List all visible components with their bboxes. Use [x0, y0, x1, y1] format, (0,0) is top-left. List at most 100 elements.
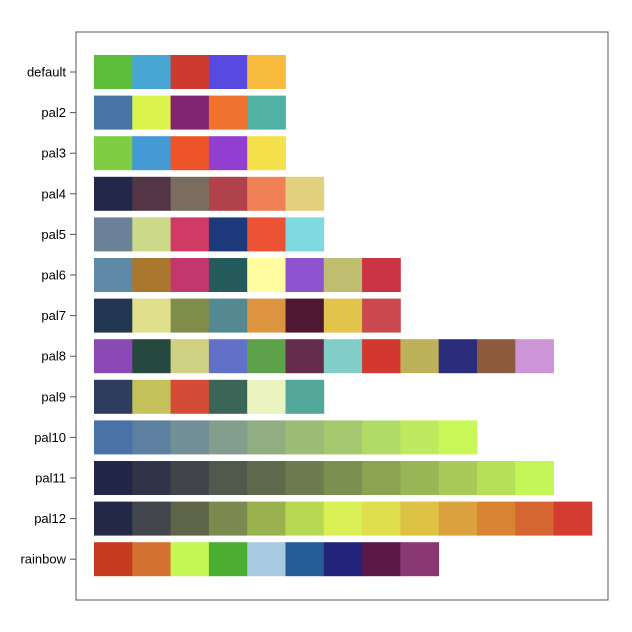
ytick-label-pal4: pal4	[41, 186, 66, 201]
swatch-pal12-12	[515, 501, 554, 536]
swatch-pal12-6	[285, 501, 325, 536]
swatch-pal2-2	[132, 95, 171, 130]
swatch-pal8-1	[94, 339, 133, 374]
swatch-pal12-7	[323, 501, 363, 536]
ytick-label-pal9: pal9	[41, 389, 66, 404]
swatch-pal9-3	[170, 379, 210, 414]
swatch-pal11-11	[477, 461, 516, 495]
swatch-pal10-10	[438, 420, 478, 455]
ytick-label-pal3: pal3	[41, 146, 66, 161]
swatch-pal4-4	[208, 176, 248, 211]
ytick-label-pal5: pal5	[41, 227, 66, 242]
swatch-pal4-3	[170, 176, 210, 211]
swatch-default-3	[170, 55, 210, 89]
swatch-pal11-12	[515, 461, 554, 495]
swatch-pal12-9	[400, 501, 440, 536]
swatch-pal11-8	[362, 461, 401, 495]
swatch-pal8-7	[323, 339, 363, 374]
ytick-label-pal2: pal2	[41, 105, 66, 120]
swatch-pal5-5	[247, 217, 286, 252]
swatch-pal6-8	[362, 258, 401, 292]
swatch-pal6-6	[285, 258, 325, 292]
swatch-rainbow-5	[247, 542, 286, 577]
swatch-rainbow-9	[400, 542, 440, 577]
swatch-pal3-3	[170, 136, 210, 171]
swatch-pal8-4	[208, 339, 248, 374]
swatch-pal7-4	[208, 298, 248, 333]
swatch-pal8-2	[132, 339, 171, 374]
swatch-pal9-5	[247, 379, 286, 414]
swatch-pal12-13	[553, 501, 593, 536]
swatch-pal3-1	[94, 136, 133, 171]
swatch-pal11-1	[94, 461, 133, 495]
swatch-pal11-2	[132, 461, 171, 495]
swatch-rainbow-6	[285, 542, 325, 577]
swatch-pal10-5	[247, 420, 286, 455]
swatch-rainbow-1	[94, 542, 133, 577]
swatch-pal3-2	[132, 136, 171, 171]
swatch-pal2-4	[208, 95, 248, 130]
swatch-rainbow-7	[323, 542, 363, 577]
swatch-pal11-6	[285, 461, 325, 495]
swatch-pal2-1	[94, 95, 133, 130]
swatch-pal7-7	[323, 298, 363, 333]
swatch-pal7-6	[285, 298, 325, 333]
swatch-pal6-7	[323, 258, 363, 292]
swatch-pal10-1	[94, 420, 133, 455]
swatch-pal5-6	[285, 217, 325, 252]
swatch-pal6-1	[94, 258, 133, 292]
swatch-pal8-6	[285, 339, 325, 374]
swatch-pal11-10	[438, 461, 478, 495]
swatch-pal10-7	[323, 420, 363, 455]
ytick-label-rainbow: rainbow	[20, 552, 66, 567]
swatch-pal12-2	[132, 501, 171, 536]
swatch-pal4-2	[132, 176, 171, 211]
swatch-default-4	[208, 55, 248, 89]
swatch-pal6-3	[170, 258, 210, 292]
swatch-pal10-2	[132, 420, 171, 455]
swatch-pal11-5	[247, 461, 286, 495]
swatch-pal9-1	[94, 379, 133, 414]
swatch-rainbow-8	[362, 542, 401, 577]
ytick-label-pal8: pal8	[41, 349, 66, 364]
swatch-pal2-3	[170, 95, 210, 130]
ytick-label-default: default	[27, 65, 66, 80]
swatch-pal10-3	[170, 420, 210, 455]
swatch-pal8-3	[170, 339, 210, 374]
palette-rows: default pal2 pal3 pal4 pal5 pal6 pal7 pal8 pal9 p…	[20, 55, 593, 577]
swatch-rainbow-4	[208, 542, 248, 577]
swatch-pal5-4	[208, 217, 248, 252]
swatch-pal4-6	[285, 176, 325, 211]
ytick-label-pal10: pal10	[34, 430, 66, 445]
swatch-pal3-5	[247, 136, 286, 171]
swatch-pal12-4	[208, 501, 248, 536]
swatch-pal11-3	[170, 461, 210, 495]
swatch-pal12-3	[170, 501, 210, 536]
swatch-pal7-8	[362, 298, 401, 333]
ytick-label-pal7: pal7	[41, 308, 66, 323]
swatch-rainbow-3	[170, 542, 210, 577]
swatch-pal6-4	[208, 258, 248, 292]
swatch-pal8-12	[515, 339, 554, 374]
swatch-pal12-1	[94, 501, 133, 536]
swatch-pal8-8	[362, 339, 401, 374]
swatch-pal7-1	[94, 298, 133, 333]
swatch-pal12-5	[247, 501, 286, 536]
swatch-pal10-9	[400, 420, 440, 455]
swatch-pal7-3	[170, 298, 210, 333]
swatch-pal10-4	[208, 420, 248, 455]
swatch-pal10-6	[285, 420, 325, 455]
swatch-pal11-4	[208, 461, 248, 495]
swatch-rainbow-2	[132, 542, 171, 577]
swatch-pal12-11	[477, 501, 516, 536]
swatch-pal8-10	[438, 339, 478, 374]
swatch-default-1	[94, 55, 133, 89]
swatch-pal8-9	[400, 339, 440, 374]
swatch-pal10-8	[362, 420, 401, 455]
swatch-pal7-2	[132, 298, 171, 333]
swatch-pal9-2	[132, 379, 171, 414]
swatch-default-2	[132, 55, 171, 89]
swatch-pal5-3	[170, 217, 210, 252]
ytick-label-pal11: pal11	[35, 471, 66, 486]
swatch-pal4-1	[94, 176, 133, 211]
